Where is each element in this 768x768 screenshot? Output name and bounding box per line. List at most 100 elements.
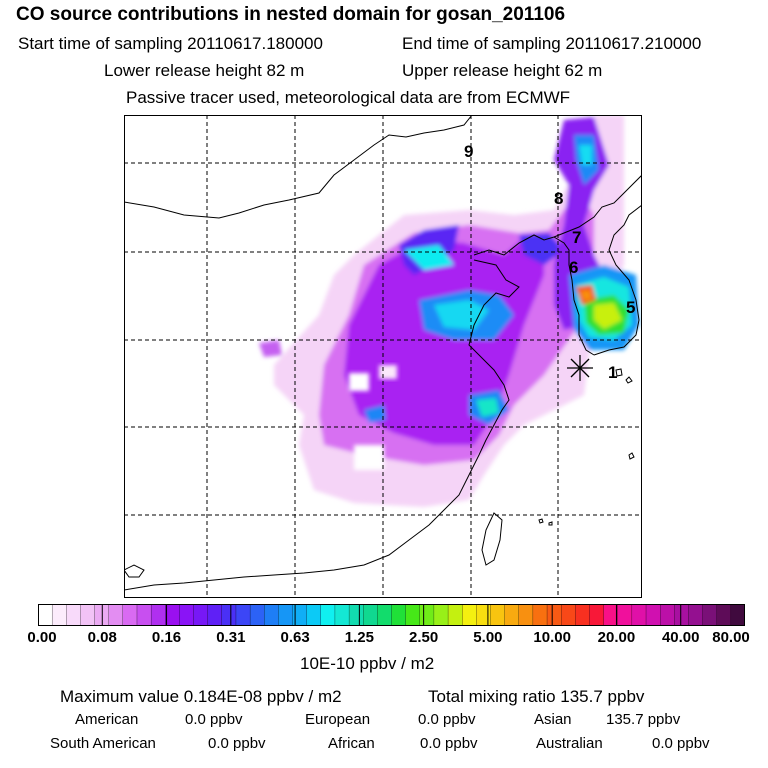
european-value: 0.0 ppbv [418,711,476,728]
colorbar-tick-label: 0.63 [280,629,310,646]
south-american-label: South American [50,735,156,752]
colorbar-cell [589,604,605,626]
colorbar-cell [334,604,350,626]
colorbar-cell [490,604,506,626]
colorbar-cell [561,604,576,626]
asian-value: 135.7 ppbv [606,711,681,728]
plume-gap [379,365,397,379]
colorbar-cell [66,604,82,626]
colorbar-cell [476,604,492,626]
plume-west-patch [259,340,282,357]
coastline-shandong [124,259,520,591]
colorbar-cell [660,604,675,626]
african-label: African [328,735,375,752]
colorbar-cell [617,604,633,626]
start-time-label: Start time of sampling 20110617.180000 [18,34,323,53]
coastline-hainan [124,564,145,578]
colorbar-cell [674,604,690,626]
european-label: European [305,711,371,728]
colorbar-cell [462,604,477,626]
colorbar-cell [518,604,534,626]
colorbar-cell [702,604,718,626]
australian-value: 0.0 ppbv [652,735,710,752]
colorbar-tick-label: 5.00 [473,629,503,646]
colorbar-cell [306,604,322,626]
colorbar-cell [391,604,407,626]
colorbar-tick-label: 2.50 [409,629,439,646]
coastline-yalu [553,174,642,238]
total-mixing-ratio: Total mixing ratio 135.7 ppbv [428,687,645,706]
colorbar-cell [320,604,336,626]
coastline-taiwan [481,512,503,566]
colorbar-cell [193,604,209,626]
american-value: 0.0 ppbv [185,711,243,728]
colorbar-cell [38,604,53,626]
colorbar-cell [405,604,421,626]
colorbar-major-ticks [101,604,682,626]
colorbar-cell [377,604,393,626]
coastline-bohai [473,234,555,256]
colorbar-tick-label: 0.08 [87,629,117,646]
colorbar-tick-label: 0.00 [27,629,57,646]
marker-8: 8 [554,189,563,208]
marker-7: 7 [572,228,581,247]
colorbar [38,604,745,626]
colorbar-frame [38,604,745,626]
release-site-marker [567,355,593,381]
colorbar-tick-label: 10.00 [533,629,571,646]
colorbar-cells [38,604,745,626]
maximum-value: Maximum value 0.184E-08 ppbv / m2 [60,687,342,706]
colorbar-cell [264,604,280,626]
colorbar-cell [51,604,67,626]
colorbar-tick-label: 20.00 [597,629,636,646]
colorbar-unit: 10E-10 ppbv / m2 [300,654,435,673]
colorbar-cell [363,604,379,626]
end-time-label: End time of sampling 20110617.210000 [402,34,702,53]
marker-9: 9 [464,142,473,161]
coastline-north-china [124,115,473,219]
lat-lon-grid [124,115,642,598]
colorbar-cell [80,604,96,626]
coastline-korea-east [593,204,642,356]
colorbar-cell [249,604,265,626]
plume-gap [354,445,384,470]
figure-title: CO source contributions in nested domain… [16,4,566,25]
coastline-islands [538,368,635,526]
plume-gap [349,373,369,391]
marker-5: 5 [626,298,635,317]
colorbar-cell [546,604,562,626]
colorbar-cell [136,604,152,626]
plume-korea-yellow [594,303,622,329]
concentration-field [259,115,639,507]
coastline-korea-west [553,236,595,356]
colorbar-cell [150,604,166,626]
colorbar-cell [645,604,661,626]
plume-north-arc2 [519,233,564,265]
colorbar-cell [122,604,138,626]
colorbar-cell [433,604,449,626]
plume-cyan-north [404,245,454,270]
colorbar-cell [631,604,647,626]
american-label: American [75,711,139,728]
colorbar-cell [108,604,124,626]
plume-cyan-south [476,398,499,417]
tracer-info: Passive tracer used, meteorological data… [126,88,571,107]
map-panel: 1 5 6 7 8 9 [124,115,642,598]
colorbar-cell [348,604,364,626]
plume-small-blob [364,405,386,423]
colorbar-tick-label: 0.16 [151,629,182,646]
colorbar-cell [278,604,294,626]
south-american-value: 0.0 ppbv [208,735,266,752]
colorbar-tick-label: 80.00 [712,629,750,646]
colorbar-cell [730,604,745,626]
colorbar-cell [179,604,195,626]
plume-korea-orange [580,290,592,301]
map-frame [124,115,642,598]
colorbar-tick-label: 0.31 [216,629,246,646]
colorbar-cell [575,604,591,626]
colorbar-cell [504,604,520,626]
colorbar-cell [688,604,704,626]
plume-coast-cyan [579,145,592,165]
colorbar-tick-label: 40.00 [661,629,700,646]
marker-1: 1 [608,363,617,382]
